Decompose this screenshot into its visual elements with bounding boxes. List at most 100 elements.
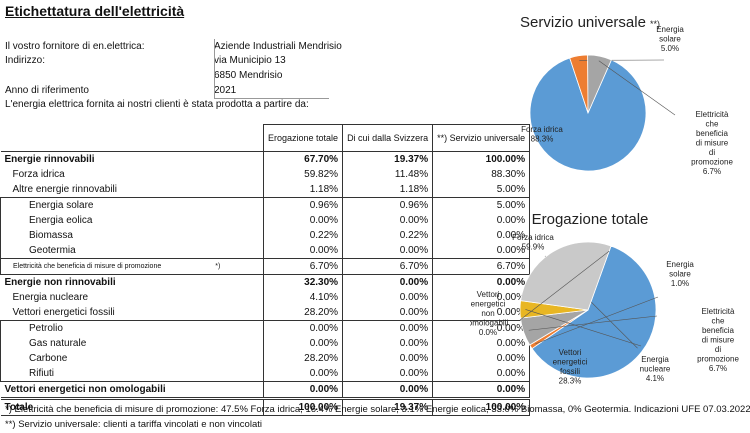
row-label-text: Petrolio (29, 323, 63, 334)
table-cell: 19.37% (342, 151, 433, 167)
table-cell: 0.96% (342, 197, 433, 213)
row-label-text: Energie rinnovabili (4, 154, 95, 165)
row-label: Rifiuti (0, 366, 264, 382)
table-cell: 0.00% (342, 290, 433, 305)
table-cell: 0.00% (342, 366, 433, 382)
table-cell: 0.22% (262, 228, 343, 243)
row-label-text: Altre energie rinnovabili (12, 184, 118, 195)
table-cell: 28.20% (262, 305, 343, 321)
row-label: Vettori energetici fossili (0, 305, 264, 321)
table-cell: 0.00% (342, 351, 433, 366)
pie-slice (520, 241, 612, 311)
table-cell: 0.00% (342, 274, 433, 290)
slice-label: Energia solare 1.0% (666, 260, 694, 288)
table-cell: 4.10% (262, 290, 343, 305)
supplier-label: Il vostro fornitore di en.elettrica: (5, 41, 145, 52)
slice-label: Elettricità che beneficia di misure di promoz… (691, 110, 733, 176)
column-header: **) Servizio universale (432, 124, 531, 152)
row-label-text: Energie non rinnovabili (4, 277, 116, 288)
row-label-text: Rifiuti (29, 368, 55, 379)
table-cell: 1.18% (342, 182, 433, 198)
table-row: Elettricità che beneficia di misure di p… (0, 258, 531, 275)
row-label-text: Vettori energetici fossili (12, 307, 115, 318)
table-row: Biomassa 0.22% 0.22% 0.00% (0, 228, 531, 243)
row-label-text: Energia nucleare (12, 292, 89, 303)
table-cell: 0.00% (262, 213, 343, 228)
table-cell: 0.00% (262, 243, 343, 259)
row-label-text: Gas naturale (29, 338, 87, 349)
table-row: Petrolio 0.00% 0.00% 0.00% (0, 320, 531, 336)
row-label: Petrolio (0, 320, 264, 336)
table-row: Rifiuti 0.00% 0.00% 0.00% (0, 366, 531, 382)
row-label-text: Elettricità che beneficia di misure di p… (13, 263, 162, 270)
leader-line (528, 315, 658, 331)
table-cell: 0.00% (342, 305, 433, 321)
address-label: Indirizzo: (5, 55, 46, 66)
slice-label: Vettori energetici non omologabili 0.0% (470, 290, 508, 337)
column-header: Di cui dalla Svizzera (342, 124, 433, 152)
chart-title: Servizio universale **) (520, 14, 660, 31)
row-label: Energia nucleare (1, 290, 264, 305)
table-cell: 6.70% (432, 258, 531, 275)
table-header-row: Erogazione totale Di cui dalla Svizzera **… (1, 124, 531, 152)
table-cell: 28.20% (262, 351, 343, 366)
year-value: 2021 (214, 85, 237, 96)
table-cell: 0.00% (342, 381, 433, 400)
row-note: *) (215, 263, 221, 270)
table-cell: 0.00% (342, 336, 433, 351)
table-row: Energia nucleare 4.10% 0.00% 0.00% (1, 290, 531, 305)
leader-line (525, 309, 642, 347)
table-cell: 0.00% (432, 351, 531, 366)
table-row: Energie non rinnovabili 32.30% 0.00% 0.00% (0, 274, 531, 290)
pie-slice (531, 245, 657, 379)
table-row: Forza idrica 59.82% 11.48% 88.30% (1, 167, 531, 182)
table-cell: 0.00% (342, 213, 433, 228)
address-box (214, 39, 329, 99)
row-label: Energia eolica (0, 213, 264, 228)
table-row: Altre energie rinnovabili 1.18% 1.18% 5.00% (0, 182, 531, 198)
table-cell: 0.00% (432, 213, 531, 228)
row-label: Biomassa (0, 228, 264, 243)
footnote-promotion: *) Elettricità che beneficia di misure d… (5, 404, 750, 415)
supplier-value: Aziende Industriali Mendrisio (214, 41, 342, 52)
table-row: Totale 100.00% 19.37% 100.00% (0, 398, 531, 416)
table-cell: 100.00% (262, 398, 343, 416)
leader-line (519, 250, 610, 321)
table-cell: 88.30% (432, 167, 531, 182)
table-cell: 0.00% (262, 381, 343, 400)
intro-text: L'energia elettrica fornita ai nostri cl… (5, 99, 309, 110)
table-row: Energia eolica 0.00% 0.00% 0.00% (0, 213, 531, 228)
leader-line (535, 296, 659, 345)
header-blank (1, 125, 264, 152)
row-label: Gas naturale (0, 336, 264, 351)
address-line1: via Municipio 13 (214, 55, 286, 66)
table-row: Carbone 28.20% 0.00% 0.00% (0, 351, 531, 366)
charts-panel: Servizio universale **) Forza idrica 88.3% E… (470, 14, 739, 386)
table-row: Gas naturale 0.00% 0.00% 0.00% (0, 336, 531, 351)
table-cell: 67.70% (262, 151, 343, 167)
pie-slice (587, 54, 612, 114)
row-label: Forza idrica (1, 167, 264, 182)
leader-line (598, 60, 676, 116)
table-cell: 100.00% (432, 151, 531, 167)
year-label: Anno di riferimento (5, 85, 89, 96)
row-label: Vettori energetici non omologabili (0, 381, 264, 400)
table-cell: 0.96% (262, 197, 343, 213)
table-cell: 5.00% (432, 197, 531, 213)
row-label: Altre energie rinnovabili (0, 182, 264, 198)
table-cell: 6.70% (342, 258, 433, 275)
row-label: Geotermia (0, 243, 264, 259)
table-cell: 0.00% (342, 243, 433, 259)
row-label: Carbone (0, 351, 264, 366)
table-cell: 0.00% (262, 336, 343, 351)
slice-label: Forza idrica 59.9% (512, 233, 554, 252)
slice-label: Energia nucleare 4.1% (640, 355, 671, 383)
row-label-text: Carbone (29, 353, 68, 364)
row-label: Totale (0, 398, 264, 416)
table-cell: 59.82% (262, 167, 343, 182)
table-cell: 0.00% (432, 381, 531, 400)
table-row: Geotermia 0.00% 0.00% 0.00% (0, 243, 531, 259)
table-cell: 32.30% (262, 274, 343, 290)
table-cell: 0.00% (262, 366, 343, 382)
row-label-text: Biomassa (29, 230, 73, 241)
